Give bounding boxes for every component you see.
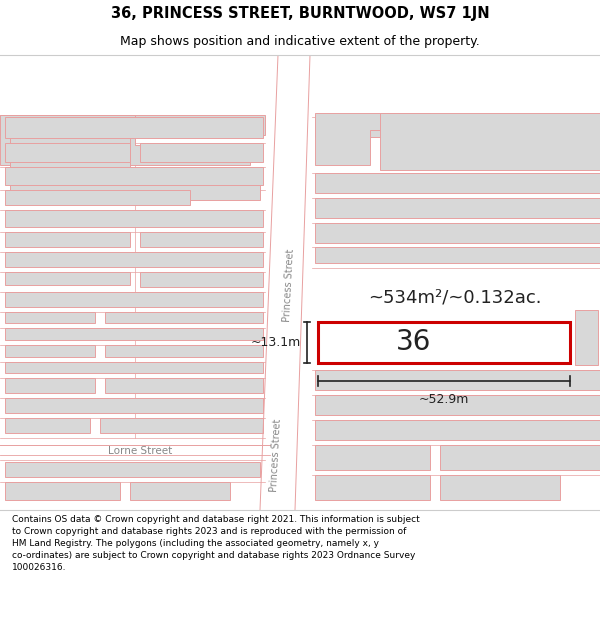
Text: Contains OS data © Crown copyright and database right 2021. This information is : Contains OS data © Crown copyright and d… xyxy=(12,514,420,572)
Polygon shape xyxy=(5,482,120,500)
Polygon shape xyxy=(105,419,262,432)
Polygon shape xyxy=(155,233,262,246)
Polygon shape xyxy=(5,117,263,138)
Text: ~13.1m: ~13.1m xyxy=(251,336,301,349)
Polygon shape xyxy=(155,147,262,161)
Polygon shape xyxy=(140,232,263,247)
Polygon shape xyxy=(60,346,90,356)
Polygon shape xyxy=(440,445,600,470)
Polygon shape xyxy=(435,115,600,133)
Polygon shape xyxy=(140,272,263,287)
Polygon shape xyxy=(5,345,95,357)
Polygon shape xyxy=(5,362,263,373)
Polygon shape xyxy=(360,249,598,261)
Polygon shape xyxy=(315,223,600,243)
Polygon shape xyxy=(0,115,250,165)
Polygon shape xyxy=(60,329,262,339)
Polygon shape xyxy=(5,252,263,267)
Polygon shape xyxy=(5,143,130,162)
Polygon shape xyxy=(5,190,190,205)
Polygon shape xyxy=(135,483,225,499)
Polygon shape xyxy=(50,483,115,499)
Polygon shape xyxy=(50,463,258,476)
Polygon shape xyxy=(60,145,125,161)
Text: 36, PRINCESS STREET, BURNTWOOD, WS7 1JN: 36, PRINCESS STREET, BURNTWOOD, WS7 1JN xyxy=(110,6,490,21)
Polygon shape xyxy=(105,378,263,393)
Text: ~52.9m: ~52.9m xyxy=(419,393,469,406)
Polygon shape xyxy=(110,379,262,392)
Polygon shape xyxy=(105,312,263,323)
Polygon shape xyxy=(110,314,262,322)
Polygon shape xyxy=(130,482,230,500)
Polygon shape xyxy=(5,398,263,413)
Polygon shape xyxy=(360,200,598,216)
Polygon shape xyxy=(360,477,425,498)
Polygon shape xyxy=(385,133,598,168)
Text: Map shows position and indicative extent of the property.: Map shows position and indicative extent… xyxy=(120,35,480,48)
Polygon shape xyxy=(105,345,263,357)
Polygon shape xyxy=(140,143,263,162)
Polygon shape xyxy=(5,272,130,285)
Polygon shape xyxy=(60,399,262,412)
Polygon shape xyxy=(60,419,85,432)
Polygon shape xyxy=(260,55,310,510)
Text: 36: 36 xyxy=(397,329,431,356)
Polygon shape xyxy=(360,175,598,191)
Polygon shape xyxy=(315,117,600,137)
Polygon shape xyxy=(60,191,185,204)
Polygon shape xyxy=(60,363,262,372)
Polygon shape xyxy=(60,123,130,137)
Polygon shape xyxy=(5,312,95,323)
Polygon shape xyxy=(5,210,263,227)
Polygon shape xyxy=(5,292,263,307)
Polygon shape xyxy=(60,169,262,184)
Polygon shape xyxy=(10,120,260,200)
Polygon shape xyxy=(315,395,600,415)
Polygon shape xyxy=(360,447,425,468)
Polygon shape xyxy=(315,475,430,500)
Text: ~534m²/~0.132ac.: ~534m²/~0.132ac. xyxy=(368,288,542,306)
Polygon shape xyxy=(360,397,598,413)
Polygon shape xyxy=(60,212,262,226)
Polygon shape xyxy=(5,462,260,477)
Polygon shape xyxy=(5,232,130,247)
Polygon shape xyxy=(360,422,598,438)
Polygon shape xyxy=(578,313,596,363)
Polygon shape xyxy=(60,273,125,284)
Polygon shape xyxy=(315,113,430,165)
Polygon shape xyxy=(5,167,263,185)
Polygon shape xyxy=(460,447,598,468)
Polygon shape xyxy=(0,115,265,135)
Polygon shape xyxy=(360,225,598,241)
Polygon shape xyxy=(5,328,263,340)
Polygon shape xyxy=(315,173,600,193)
Polygon shape xyxy=(315,420,600,440)
Polygon shape xyxy=(575,310,598,365)
Polygon shape xyxy=(315,247,600,263)
Polygon shape xyxy=(315,370,600,390)
Polygon shape xyxy=(5,418,90,433)
Polygon shape xyxy=(315,198,600,218)
Polygon shape xyxy=(60,293,262,306)
Polygon shape xyxy=(360,372,598,388)
Polygon shape xyxy=(315,445,430,470)
Polygon shape xyxy=(60,233,125,246)
Polygon shape xyxy=(60,379,90,392)
Polygon shape xyxy=(318,322,570,363)
Text: Lorne Street: Lorne Street xyxy=(108,446,172,456)
Text: Princess Street: Princess Street xyxy=(269,418,283,492)
Polygon shape xyxy=(100,418,263,433)
Polygon shape xyxy=(110,346,262,356)
Text: Princess Street: Princess Street xyxy=(282,248,296,322)
Polygon shape xyxy=(60,313,90,322)
Polygon shape xyxy=(440,475,560,500)
Polygon shape xyxy=(5,378,95,393)
Polygon shape xyxy=(380,113,600,170)
Polygon shape xyxy=(200,123,262,137)
Polygon shape xyxy=(60,253,262,266)
